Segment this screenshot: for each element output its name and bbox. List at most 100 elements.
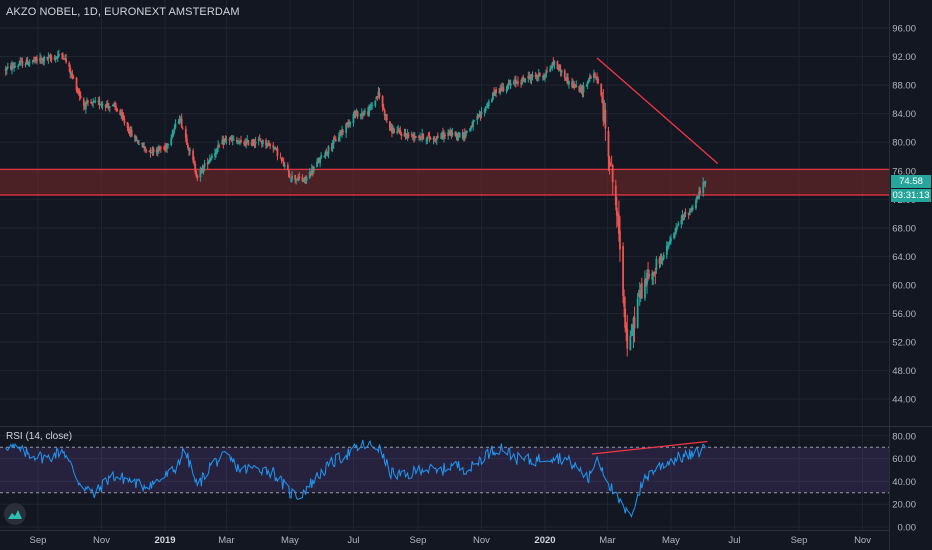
candle-body <box>534 74 537 77</box>
candle-body <box>495 89 497 93</box>
candle-body <box>521 77 523 84</box>
candle-body <box>68 63 71 67</box>
candle-body <box>551 63 554 68</box>
candle-body <box>164 147 166 149</box>
candle-body <box>134 135 137 142</box>
candle-body <box>257 139 260 141</box>
candle-body <box>6 66 9 68</box>
candle-body <box>289 177 291 179</box>
candle-body <box>143 146 146 149</box>
candle-body <box>247 140 250 146</box>
candle-body <box>427 135 430 137</box>
candle-body <box>78 93 81 97</box>
candle-body <box>550 67 553 69</box>
candle-body <box>232 139 235 141</box>
candle-body <box>487 101 490 107</box>
candle-body <box>673 233 675 239</box>
candle-body <box>493 92 495 95</box>
candle-body <box>123 118 126 124</box>
candle-body <box>166 143 168 149</box>
candle-body <box>196 175 199 179</box>
candle-body <box>514 79 517 84</box>
candle-body <box>400 133 403 136</box>
candle-body <box>148 150 151 152</box>
candle-body <box>413 136 416 138</box>
candle-body <box>252 142 255 144</box>
candle-body <box>138 143 140 145</box>
candle-body <box>638 290 641 298</box>
candle-body <box>26 60 29 65</box>
candle-body <box>391 126 393 133</box>
price-axis[interactable]: 96.0092.0088.0084.0080.0076.0072.0068.00… <box>892 24 916 406</box>
candle-body <box>677 223 680 226</box>
rsi-divergence-line[interactable] <box>591 440 708 455</box>
candle-body <box>637 295 640 297</box>
candle-body <box>494 90 496 96</box>
candle-body <box>354 113 357 117</box>
candle-body <box>209 158 212 160</box>
candle-body <box>454 131 457 137</box>
candle-body <box>662 254 665 259</box>
candle-body <box>305 177 308 181</box>
candle-body <box>476 115 479 121</box>
candle-body <box>276 148 279 157</box>
candle-body <box>27 63 30 66</box>
zone-fill <box>0 169 889 196</box>
time-tick-label: Jul <box>728 535 740 546</box>
price-pane[interactable] <box>0 0 889 426</box>
rsi-axis[interactable]: 80.00 60.00 40.00 20.00 0.00 <box>892 431 916 533</box>
candle-body <box>129 129 132 134</box>
candle-body <box>405 135 408 138</box>
candle-body <box>665 245 668 255</box>
candle-body <box>586 81 589 85</box>
candle-body <box>370 106 373 108</box>
candle-body <box>250 143 253 145</box>
candle-body <box>442 132 444 139</box>
time-axis[interactable]: Sep Nov 2019 Mar May Jul Sep Nov 2020 Mar May Jul Se… <box>30 535 872 546</box>
candle-body <box>342 130 344 132</box>
trendline[interactable] <box>596 57 719 165</box>
candle-body <box>695 200 697 209</box>
candle-body <box>261 139 264 145</box>
candle-body <box>464 132 467 137</box>
candle-body <box>636 298 639 328</box>
candle-body <box>82 99 85 106</box>
candle-body <box>216 147 218 153</box>
candle-body <box>545 72 547 77</box>
candle-body <box>55 57 58 59</box>
candle-body <box>272 145 275 148</box>
candle-body <box>281 160 284 162</box>
candle-body <box>552 62 555 65</box>
candle-body <box>463 133 466 137</box>
candle-body <box>557 65 560 70</box>
resistance-zone[interactable] <box>0 168 889 196</box>
candle-body <box>171 134 174 137</box>
candle-body <box>652 272 655 277</box>
candle-body <box>396 131 399 134</box>
candle-body <box>258 138 261 140</box>
candle-body <box>441 132 443 138</box>
candle-body <box>151 148 154 152</box>
candle-body <box>41 58 44 60</box>
candle-body <box>653 271 656 273</box>
candle-body <box>334 139 337 142</box>
candle-body <box>149 149 152 153</box>
candle-body <box>236 142 239 144</box>
candle-body <box>64 58 66 60</box>
candle-body <box>19 61 22 65</box>
candle-body <box>251 142 254 144</box>
candle-body <box>418 135 420 138</box>
candle-body <box>624 308 627 328</box>
candle-body <box>703 182 706 185</box>
candle-body <box>230 137 233 140</box>
candle-body <box>614 185 617 206</box>
candle-body <box>597 78 599 83</box>
tradingview-logo-icon[interactable] <box>4 503 26 525</box>
candle-body <box>86 101 88 103</box>
candle-body <box>10 65 12 70</box>
rsi-tick-label: 40.00 <box>892 477 916 488</box>
candle-body <box>210 155 213 159</box>
candle-body <box>203 163 206 168</box>
candle-body <box>163 147 165 149</box>
